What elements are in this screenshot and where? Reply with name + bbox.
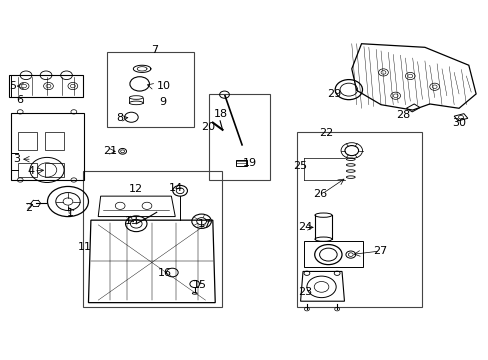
Bar (18, 163, 37, 177)
Text: 29: 29 (327, 89, 341, 99)
Text: 12: 12 (129, 184, 143, 194)
Bar (82, 171, 221, 307)
Bar (44, 132, 64, 149)
Text: 20: 20 (201, 122, 215, 132)
Text: 1: 1 (67, 208, 74, 218)
Text: 10: 10 (157, 81, 171, 91)
Bar (236, 160, 246, 166)
Text: 14: 14 (169, 183, 183, 193)
Text: 15: 15 (192, 280, 206, 290)
Text: 22: 22 (319, 128, 333, 138)
Text: 4: 4 (27, 166, 35, 176)
Bar (18, 132, 37, 149)
Text: 7: 7 (150, 45, 158, 55)
Text: 3: 3 (13, 154, 20, 164)
Text: 9: 9 (159, 97, 166, 107)
Bar (44, 163, 64, 177)
Text: 26: 26 (312, 189, 326, 199)
Bar (297, 132, 421, 307)
Text: 21: 21 (103, 146, 117, 156)
Text: 17: 17 (197, 219, 211, 229)
Text: 13: 13 (124, 216, 138, 226)
Text: 5: 5 (9, 81, 17, 91)
Text: 28: 28 (395, 110, 409, 120)
Bar (304, 241, 363, 267)
Bar (209, 94, 270, 180)
Text: 27: 27 (372, 246, 386, 256)
Bar (107, 52, 193, 127)
Text: 2: 2 (25, 203, 33, 213)
Text: 8: 8 (116, 113, 123, 123)
Text: 19: 19 (243, 158, 257, 168)
Text: 18: 18 (214, 109, 228, 119)
Text: 23: 23 (298, 287, 312, 297)
Text: 6: 6 (17, 95, 23, 105)
Text: 16: 16 (157, 267, 171, 278)
Text: 11: 11 (78, 242, 91, 252)
Text: 30: 30 (451, 118, 465, 128)
Text: 25: 25 (293, 161, 307, 171)
Text: 24: 24 (298, 222, 312, 232)
